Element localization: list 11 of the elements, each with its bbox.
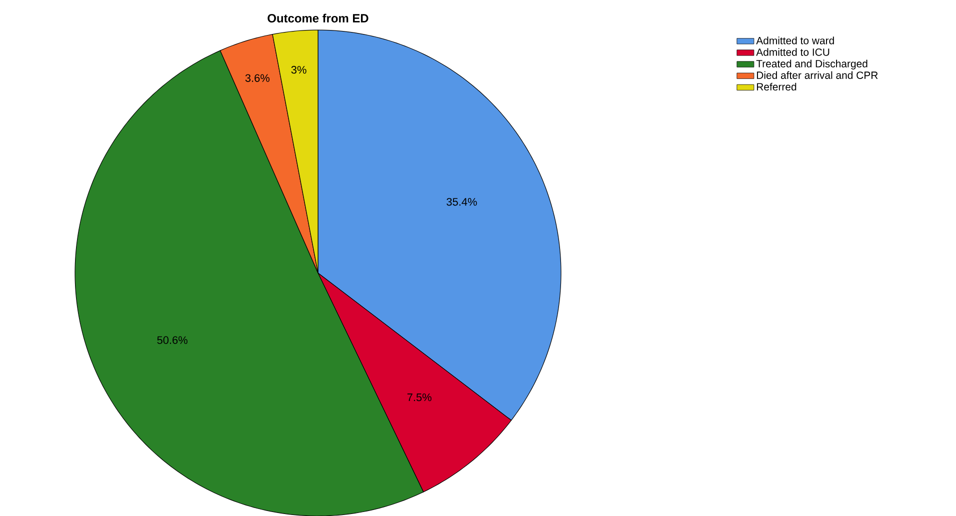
data-label: 3% — [291, 66, 306, 74]
data-label: 3.6% — [245, 74, 270, 82]
legend-label: Admitted to ICU — [756, 48, 830, 56]
data-label: 50.6% — [157, 336, 188, 344]
data-label: 7.5% — [407, 393, 432, 402]
legend-label: Died after arrival and CPR — [756, 71, 878, 79]
legend-label: Referred — [756, 82, 796, 91]
legend-label: Admitted to ward — [756, 36, 834, 44]
legend-label: Treated and Discharged — [756, 60, 868, 70]
chart-title: Outcome from ED — [268, 14, 368, 22]
data-label: 35.4% — [446, 198, 477, 206]
